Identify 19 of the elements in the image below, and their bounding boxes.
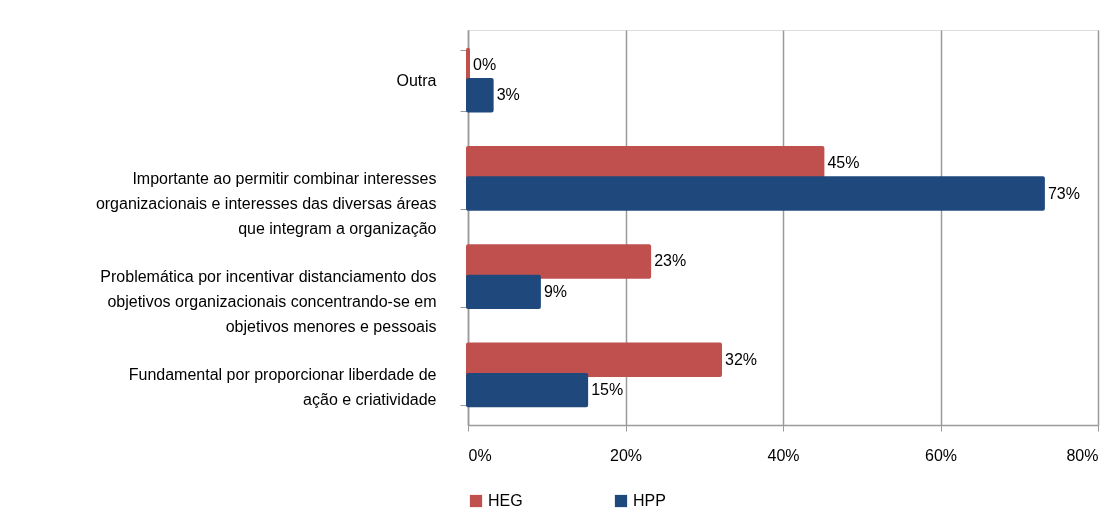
x-tick-label: 40% [767,446,800,464]
y-tick-label: Importante ao permitir combinar interesses organizacionais e interesses das diversas áreas que integram a organização [95,169,437,237]
x-tick-label: 60% [924,446,958,464]
data-label: 73% [1047,184,1080,202]
y-tick-label: Problemática por incentivar distanciamento dos objetivos organizacionais concentrando-se em objetivos menores e pessoais [100,268,437,336]
data-label: 0% [473,55,497,73]
data-label: 9% [543,282,567,300]
x-tick-label: 20% [609,446,643,464]
y-tick-label: Fundamental por proporcionar liberdade de ação e criatividade [128,366,437,409]
data-label: 32% [725,350,758,368]
data-label: 3% [496,86,520,104]
data-label: 23% [654,252,687,270]
data-label: 45% [827,154,860,172]
legend-label: HEG [488,492,523,509]
legend-label: HPP [633,492,666,509]
data-label: 15% [591,381,624,399]
y-tick-label: Outra [396,71,437,89]
x-tick-label: 80% [1066,446,1099,464]
x-tick-label: 0% [468,446,492,464]
